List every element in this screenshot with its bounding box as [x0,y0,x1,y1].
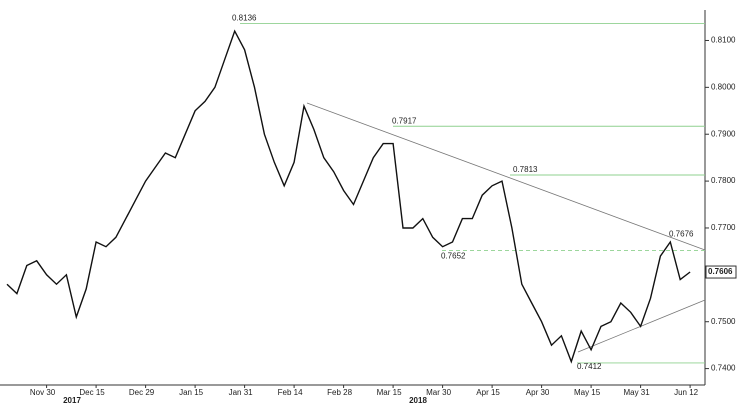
x-tick-label: Nov 30 [30,388,56,397]
x-tick-label: Dec 29 [129,388,155,397]
y-tick-label: 0.7400 [711,364,736,373]
last-price-box [705,265,737,279]
level-label: 0.7652 [441,252,466,261]
level-label: 0.7412 [577,362,602,371]
y-tick-label: 0.8100 [711,36,736,45]
y-tick-label: 0.7700 [711,223,736,232]
year-label: 2017 [63,396,81,405]
level-label: 0.8136 [232,14,257,23]
x-tick-label: Feb 28 [327,388,352,397]
last-price-label: 0.7606 [708,267,733,276]
level-label: 0.7917 [392,116,417,125]
y-tick-label: 0.7500 [711,317,736,326]
y-tick-label: 0.8000 [711,82,736,91]
level-label: 0.7676 [669,229,694,238]
x-tick-label: Apr 30 [526,388,550,397]
x-tick-label: May 15 [574,388,601,397]
x-tick-label: Jan 31 [229,388,254,397]
x-tick-label: Dec 15 [79,388,105,397]
x-tick-label: Mar 15 [377,388,402,397]
y-tick-label: 0.7800 [711,176,736,185]
x-tick-label: Apr 15 [476,388,500,397]
trend-line [577,299,706,353]
x-tick-label: Feb 14 [278,388,303,397]
year-label: 2018 [409,396,427,405]
x-tick-label: Mar 30 [426,388,451,397]
x-tick-label: Jan 15 [179,388,204,397]
x-tick-label: May 31 [623,388,650,397]
x-tick-label: Jun 12 [674,388,699,397]
y-tick-label: 0.7900 [711,129,736,138]
price-line [6,29,691,364]
trend-line [306,102,706,251]
level-label: 0.7813 [513,165,538,174]
